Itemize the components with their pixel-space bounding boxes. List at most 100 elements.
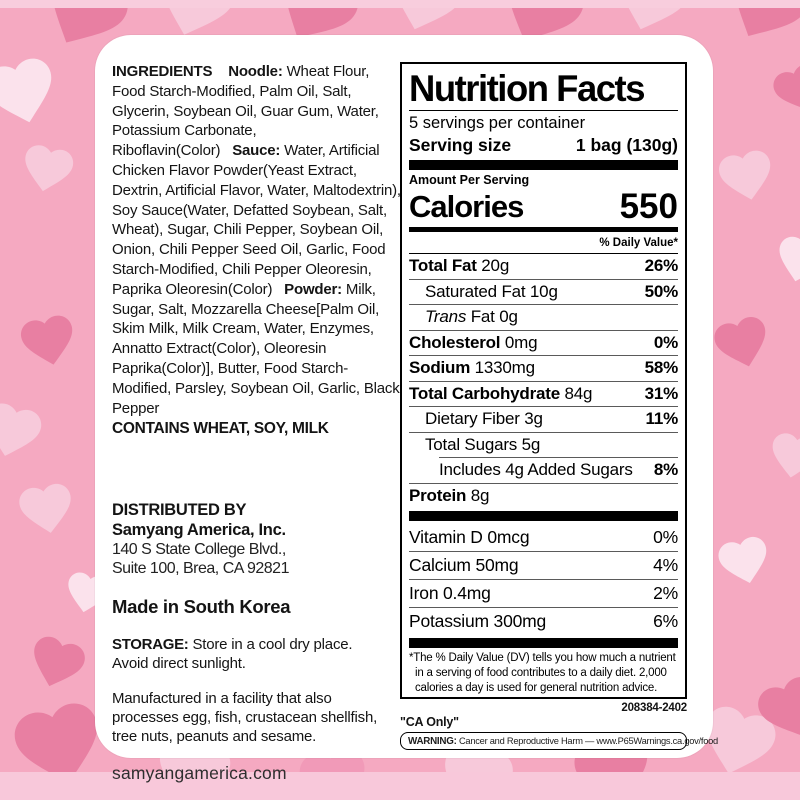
serving-size-row: Serving size 1 bag (130g) — [409, 134, 678, 157]
storage-label: STORAGE: — [112, 636, 189, 654]
heart-icon — [12, 304, 87, 382]
divider-bar — [409, 511, 678, 521]
nutrient-daily-value: 26% — [644, 256, 679, 275]
divider-rule — [409, 431, 678, 433]
heart-icon — [11, 473, 84, 550]
heart-icon — [370, 0, 477, 56]
nutrient-name: Total Fat 20g — [409, 256, 510, 275]
heart-icon — [684, 690, 789, 799]
heart-icon — [762, 51, 800, 131]
micronutrient-daily-value: 0% — [653, 527, 678, 547]
warning-message: Cancer and Reproductive Harm — www.P65Wa… — [456, 735, 718, 746]
micronutrient-name: Potassium 300mg — [409, 611, 547, 631]
made-in-line: Made in South Korea — [112, 596, 291, 618]
nutrient-name: Sodium 1330mg — [409, 358, 535, 377]
facility-allergen-notice: Manufactured in a facility that also pro… — [112, 690, 378, 746]
nutrient-name: Includes 4g Added Sugars — [439, 460, 633, 479]
heart-icon — [0, 43, 72, 146]
divider-bar — [409, 227, 678, 232]
nutrient-row: Cholesterol 0mg 0% — [409, 331, 678, 356]
heart-icon — [710, 139, 785, 217]
daily-value-header: % Daily Value* — [409, 235, 678, 254]
distributor-address-line2: Suite 100, Brea, CA 92821 — [112, 560, 289, 578]
ca-only-label: "CA Only" — [400, 715, 459, 729]
amount-per-serving-label: Amount Per Serving — [409, 173, 530, 187]
daily-value-footnote: *The % Daily Value (DV) tells you how mu… — [409, 652, 676, 694]
micronutrient-name: Iron 0.4mg — [409, 583, 491, 603]
nutrient-name: Cholesterol 0mg — [409, 332, 538, 352]
top-band — [0, 0, 800, 8]
nutrient-daily-value: 58% — [644, 358, 679, 377]
micronutrient-name: Calcium 50mg — [409, 555, 519, 575]
heart-icon — [701, 0, 800, 71]
divider-rule — [409, 607, 678, 608]
divider-rule — [409, 579, 678, 580]
nutrient-daily-value: 11% — [645, 409, 679, 428]
distributed-by-label: DISTRIBUTED BY — [112, 501, 247, 520]
heart-icon — [765, 226, 800, 299]
calories-row: Calories 550 — [409, 188, 678, 224]
heart-icon — [12, 135, 82, 209]
nutrient-name: Total Carbohydrate 84g — [409, 383, 593, 403]
micronutrient-row: Calcium 50mg 4% — [409, 552, 678, 579]
servings-per-container: 5 servings per container — [409, 114, 586, 132]
divider-rule — [409, 304, 678, 305]
divider-rule — [409, 329, 678, 331]
heart-icon — [704, 305, 782, 386]
nutrient-row: Saturated Fat 10g 50% — [409, 280, 678, 305]
nutrient-daily-value: 31% — [644, 383, 679, 403]
calories-label: Calories — [409, 189, 524, 224]
micronutrient-daily-value: 6% — [653, 611, 678, 631]
distributor-block: DISTRIBUTED BY Samyang America, Inc. 140… — [112, 500, 402, 578]
prop65-warning-box: WARNING: Cancer and Reproductive Harm — … — [400, 732, 718, 750]
divider-rule — [409, 406, 678, 407]
divider-rule — [409, 482, 678, 484]
nutrient-name: Protein 8g — [409, 485, 490, 505]
nutrient-name: Total Sugars 5g — [425, 434, 541, 454]
divider-hairline — [409, 110, 678, 111]
micronutrient-name: Vitamin D 0mcg — [409, 527, 530, 547]
ingredients-paragraph: INGREDIENTS Noodle: Wheat Flour, Food St… — [112, 63, 401, 417]
micronutrient-row: Vitamin D 0mcg 0% — [409, 524, 678, 551]
nutrient-row: Total Fat 20g 26% — [409, 254, 678, 279]
nutrient-name: Dietary Fiber 3g — [425, 409, 543, 428]
heart-icon — [138, 0, 250, 62]
divider-rule — [409, 551, 678, 552]
heart-icon — [709, 526, 781, 601]
nutrient-row: Protein 8g — [409, 484, 678, 509]
allergen-contains-line: CONTAINS WHEAT, SOY, MILK — [112, 420, 329, 438]
divider-rule — [439, 457, 678, 458]
storage-text-line2: Avoid direct sunlight. — [112, 655, 246, 673]
warning-label: WARNING: — [408, 735, 457, 747]
nutrient-daily-value: 0% — [653, 332, 678, 352]
nutrition-facts-title: Nutrition Facts — [409, 68, 645, 109]
nutrition-facts-panel: Nutrition Facts 5 servings per container… — [400, 62, 687, 699]
heart-icon — [761, 424, 800, 494]
prop65-warning-text: WARNING: Cancer and Reproductive Harm — … — [408, 736, 718, 747]
nutrient-row: Total Carbohydrate 84g 31% — [409, 382, 678, 407]
nutrient-row: Trans Fat 0g — [409, 305, 678, 330]
product-label-card: INGREDIENTS Noodle: Wheat Flour, Food St… — [95, 35, 718, 783]
serving-size-label: Serving size — [409, 135, 512, 155]
divider-rule — [409, 380, 678, 382]
distributor-address-line1: 140 S State College Blvd., — [112, 541, 286, 559]
heart-icon — [744, 661, 800, 762]
nutrient-row: Dietary Fiber 3g 11% — [409, 407, 678, 432]
heart-icon — [596, 0, 703, 56]
nutrient-row: Includes 4g Added Sugars 8% — [409, 458, 678, 483]
distributor-name: Samyang America, Inc. — [112, 521, 286, 540]
website-text: samyangamerica.com — [112, 763, 287, 784]
divider-rule — [409, 278, 678, 280]
divider-bar — [409, 160, 678, 170]
micronutrient-row: Potassium 300mg 6% — [409, 608, 678, 635]
serving-size-value: 1 bag (130g) — [575, 135, 678, 155]
nutrient-daily-value: 50% — [644, 281, 679, 301]
calories-value: 550 — [619, 187, 678, 226]
micronutrient-daily-value: 4% — [653, 555, 678, 575]
nutrient-row: Sodium 1330mg 58% — [409, 356, 678, 381]
heart-icon — [16, 624, 96, 707]
heart-icon — [0, 391, 52, 477]
product-code: 208384-2402 — [621, 702, 687, 714]
